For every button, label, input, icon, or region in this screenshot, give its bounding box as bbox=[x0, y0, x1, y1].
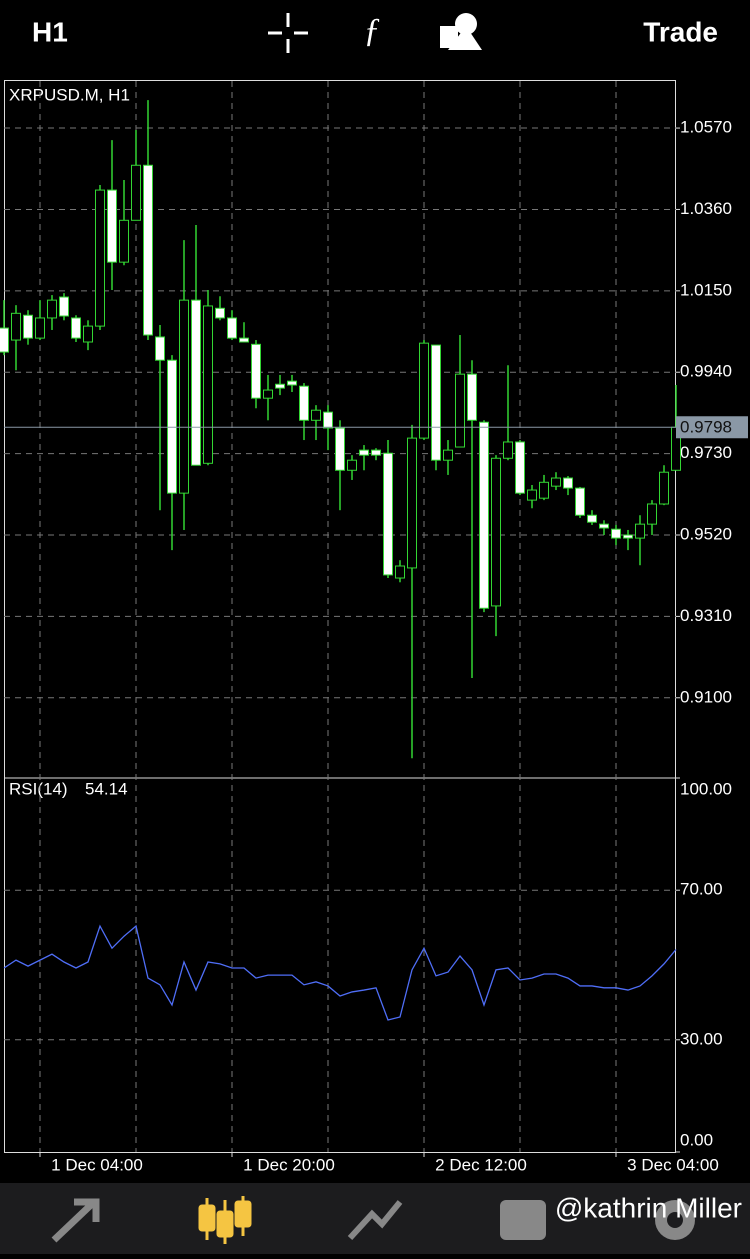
candle-body bbox=[539, 481, 549, 499]
timeframe-button[interactable]: H1 bbox=[32, 16, 68, 47]
trade-tab[interactable] bbox=[347, 1200, 403, 1241]
rsi-title: RSI(14) bbox=[9, 779, 68, 798]
chart-tab[interactable] bbox=[198, 1196, 252, 1244]
candle-body bbox=[623, 534, 633, 539]
y-tick-label: 1.0360 bbox=[680, 199, 732, 218]
candle-body bbox=[23, 314, 33, 339]
candle-body bbox=[251, 343, 261, 399]
candle-body bbox=[371, 449, 381, 456]
y-tick-label: 0.9520 bbox=[680, 524, 732, 543]
candle-body bbox=[635, 523, 645, 539]
candle-body bbox=[11, 312, 21, 341]
candle-body bbox=[359, 449, 369, 456]
candle-body bbox=[611, 528, 621, 539]
candle-body bbox=[587, 514, 597, 523]
candle-body bbox=[647, 503, 657, 525]
current-price-box bbox=[676, 416, 748, 439]
y-tick-label: 0.9940 bbox=[680, 362, 732, 381]
history-tab[interactable] bbox=[500, 1200, 546, 1240]
candle-body bbox=[215, 307, 225, 319]
candle-body bbox=[323, 411, 333, 429]
candle-body bbox=[503, 441, 513, 459]
candle-body bbox=[275, 383, 285, 389]
candle-body bbox=[203, 305, 213, 464]
rsi-line bbox=[3, 924, 677, 1021]
crosshair-icon[interactable] bbox=[268, 13, 308, 53]
y-tick-label: 70.00 bbox=[680, 880, 723, 899]
candle-body bbox=[527, 489, 537, 501]
candle-body bbox=[335, 427, 345, 471]
x-tick-label: 1 Dec 04:00 bbox=[51, 1155, 143, 1174]
current-price-label: 0.9798 bbox=[680, 418, 732, 437]
candle-body bbox=[227, 317, 237, 339]
candle-body bbox=[143, 164, 153, 336]
candle-body bbox=[263, 389, 273, 399]
candle-body bbox=[0, 327, 9, 353]
y-tick-label: 0.9100 bbox=[680, 687, 732, 706]
watermark: @kathrin Miller bbox=[555, 1192, 742, 1223]
y-tick-label: 0.9310 bbox=[680, 606, 732, 625]
candle-body bbox=[383, 452, 393, 576]
candle-body bbox=[563, 477, 573, 489]
candle-body bbox=[59, 296, 69, 317]
candle-body bbox=[479, 421, 489, 609]
y-tick-label: 1.0150 bbox=[680, 280, 732, 299]
candle-body bbox=[347, 459, 357, 471]
candle-body bbox=[575, 487, 585, 516]
candle-body bbox=[431, 344, 441, 461]
candle-body bbox=[455, 373, 465, 448]
chart-title: XRPUSD.M, H1 bbox=[9, 85, 130, 104]
candle-body bbox=[299, 385, 309, 421]
candle-body bbox=[491, 457, 501, 607]
objects-icon[interactable] bbox=[440, 13, 482, 50]
candle-body bbox=[467, 373, 477, 421]
candle-body bbox=[419, 342, 429, 439]
y-tick-label: 100.00 bbox=[680, 779, 732, 798]
candle-body bbox=[95, 189, 105, 327]
candle-body bbox=[239, 337, 249, 343]
candle-body bbox=[119, 219, 129, 263]
candle-body bbox=[191, 299, 201, 466]
settings-tab[interactable] bbox=[655, 1200, 695, 1240]
candle-body bbox=[407, 437, 417, 569]
rsi-current: 54.14 bbox=[85, 779, 128, 798]
y-tick-label: 0.9730 bbox=[680, 443, 732, 462]
trade-button[interactable]: Trade bbox=[643, 16, 718, 47]
top-bar bbox=[0, 0, 750, 80]
y-tick-label: 0.00 bbox=[680, 1130, 713, 1149]
candle-body bbox=[179, 299, 189, 494]
candle-body bbox=[443, 449, 453, 461]
candle-body bbox=[167, 359, 177, 494]
candle-body bbox=[287, 380, 297, 386]
candle-body bbox=[599, 523, 609, 529]
candle-body bbox=[107, 189, 117, 263]
y-tick-label: 30.00 bbox=[680, 1029, 723, 1048]
x-tick-label: 3 Dec 04:00 bbox=[627, 1155, 719, 1174]
candle-body bbox=[35, 317, 45, 339]
x-tick-label: 2 Dec 12:00 bbox=[435, 1155, 527, 1174]
y-tick-label: 1.0570 bbox=[680, 118, 732, 137]
candle-body bbox=[83, 325, 93, 343]
candle-body bbox=[131, 164, 141, 221]
candle-body bbox=[515, 441, 525, 494]
candle-body bbox=[311, 409, 321, 421]
indicators-icon[interactable]: ƒ bbox=[364, 12, 381, 49]
candle-body bbox=[395, 565, 405, 579]
candle-body bbox=[47, 299, 57, 319]
x-tick-label: 1 Dec 20:00 bbox=[243, 1155, 335, 1174]
quotes-tab[interactable] bbox=[51, 1198, 100, 1243]
candle-body bbox=[71, 317, 81, 339]
candle-body bbox=[659, 471, 669, 505]
candle-body bbox=[551, 477, 561, 487]
candle-body bbox=[155, 336, 165, 361]
